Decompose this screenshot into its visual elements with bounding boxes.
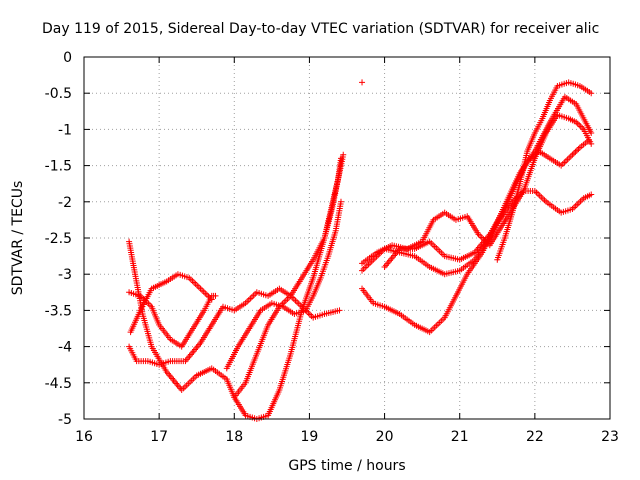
- x-tick-label: 16: [75, 429, 93, 445]
- data-point: [588, 90, 595, 97]
- y-axis-label: SDTVAR / TECUs: [10, 181, 26, 296]
- y-tick-label: -1.5: [45, 159, 72, 175]
- data-point: [588, 130, 595, 137]
- data-markers: [126, 79, 595, 422]
- x-tick-label: 19: [301, 429, 319, 445]
- y-tick-label: -2: [58, 195, 72, 211]
- data-point: [585, 137, 592, 144]
- x-tick-label: 20: [376, 429, 394, 445]
- x-axis-label: GPS time / hours: [288, 458, 405, 474]
- data-point: [340, 151, 347, 158]
- x-tick-label: 23: [601, 429, 619, 445]
- x-tick-label: 21: [451, 429, 469, 445]
- y-tick-label: -3.5: [45, 303, 72, 319]
- data-point: [575, 145, 582, 152]
- y-tick-label: -2.5: [45, 231, 72, 247]
- data-point: [572, 148, 579, 155]
- x-tick-label: 18: [225, 429, 243, 445]
- y-tick-label: -1: [58, 122, 72, 138]
- data-point: [588, 191, 595, 198]
- data-point: [208, 296, 215, 303]
- plot-frame: [83, 56, 611, 420]
- data-point: [588, 140, 595, 147]
- y-tick-label: -5: [58, 412, 72, 428]
- data-point: [359, 79, 366, 86]
- x-tick-labels: 16 17 18 19 20 21 22 23: [75, 429, 619, 445]
- data-point: [337, 198, 344, 205]
- grid-lines: [84, 57, 610, 419]
- data-point: [576, 122, 583, 129]
- y-tick-labels: 0 -0.5 -1 -1.5 -2 -2.5 -3 -3.5 -4 -4.5 -5: [45, 50, 72, 428]
- data-point: [577, 123, 584, 130]
- y-tick-label: -4.5: [45, 376, 72, 392]
- x-tick-label: 22: [526, 429, 544, 445]
- data-point: [336, 307, 343, 314]
- x-tick-label: 17: [150, 429, 168, 445]
- y-tick-label: 0: [63, 50, 72, 66]
- data-point: [212, 292, 219, 299]
- y-tick-label: -4: [58, 340, 72, 356]
- y-tick-label: -3: [58, 267, 72, 283]
- data-point: [570, 150, 577, 157]
- data-point: [573, 147, 580, 154]
- data-point: [337, 155, 344, 162]
- y-tick-label: -0.5: [45, 86, 72, 102]
- chart-title: Day 119 of 2015, Sidereal Day-to-day VTE…: [42, 21, 599, 37]
